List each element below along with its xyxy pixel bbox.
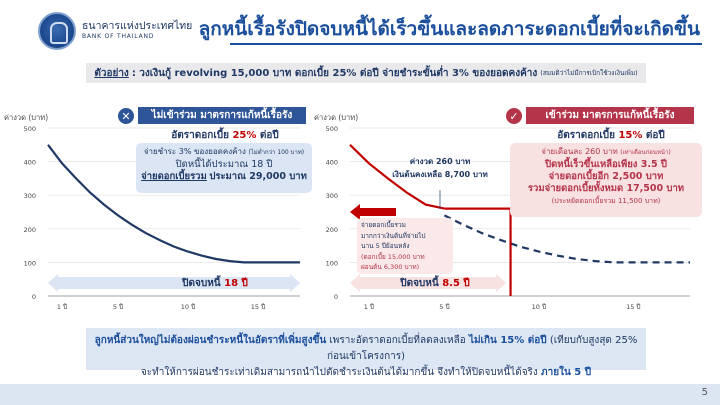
page-number: 5 bbox=[701, 387, 708, 398]
series-line-before bbox=[349, 144, 445, 210]
example-text: : วงเงินกู้ revolving 15,000 บาท ดอกเบี้… bbox=[131, 67, 538, 79]
y-tick-label: 300 bbox=[24, 192, 36, 200]
right-info-line3: จ่ายดอกเบี้ยอีก 2,500 บาท bbox=[548, 171, 664, 182]
left-info-line2: ปิดหนี้ได้ประมาณ 18 ปี bbox=[175, 159, 273, 170]
y-tick-label: 500 bbox=[24, 125, 36, 133]
right-annot-interest-3: นาน 5 ปีย้อนหลัง bbox=[361, 242, 410, 250]
left-rate-suffix: ต่อปี bbox=[259, 130, 279, 141]
x-tick-label: 15 ปี bbox=[251, 303, 265, 311]
series-line-left bbox=[47, 144, 300, 264]
summary-line-2: จะทำให้การผ่อนชำระเท่าเดิมสามารถนำไปตัดช… bbox=[86, 365, 646, 381]
right-close-text: ปิดจบหนี้ bbox=[400, 278, 439, 289]
summary-line2-a: จะทำให้การผ่อนชำระเท่าเดิมสามารถนำไปตัดช… bbox=[140, 367, 538, 378]
left-panel-header: ไม่เข้าร่วม มาตรการแก้หนี้เรื้อรัง bbox=[138, 107, 306, 124]
x-tick-label: 10 ปี bbox=[532, 303, 546, 311]
left-chart: ค่างวด (บาท) 0 100 200 300 400 500 1 ปี 5 ปี 10 ป… bbox=[4, 113, 300, 311]
right-info-box: จ่ายเดือนละ 260 บาท (เท่าเดือนก่อนหน้า) … bbox=[510, 143, 702, 217]
title-underline bbox=[230, 43, 702, 45]
interest-arrow bbox=[350, 204, 396, 220]
y-axis-label: ค่างวด (บาท) bbox=[314, 113, 358, 122]
y-tick-label: 500 bbox=[326, 125, 338, 133]
check-icon: ✓ bbox=[506, 108, 522, 124]
close-icon: ✕ bbox=[118, 108, 134, 124]
example-bar: ตัวอย่าง : วงเงินกู้ revolving 15,000 บา… bbox=[86, 63, 646, 83]
right-info-line1-note: (เท่าเดือนก่อนหน้า) bbox=[620, 149, 671, 156]
right-rate-line: อัตราดอกเบี้ย 15% ต่อปี bbox=[526, 128, 696, 143]
x-tick-label: 5 ปี bbox=[439, 303, 449, 311]
example-label: ตัวอย่าง bbox=[94, 67, 129, 79]
right-annot-interest: จ่ายดอกเบี้ยรวม มากกว่าเงินต้นที่จ่ายไป … bbox=[357, 218, 453, 274]
right-rate-suffix: ต่อปี bbox=[645, 130, 665, 141]
right-close-value: 8.5 ปี bbox=[442, 278, 470, 289]
right-info-line2: ปิดหนี้เร็วขึ้นเหลือเพียง 3.5 ปี bbox=[545, 159, 667, 170]
summary-line1-a: ลูกหนี้ส่วนใหญ่ไม่ต้องผ่อนชำระหนี้ในอัตร… bbox=[94, 335, 327, 346]
left-info-box: จ่ายชำระ 3% ของยอดคงค้าง (ไม่ต่ำกว่า 100… bbox=[136, 143, 312, 193]
example-note: (สมมติว่าไม่มีการเบิกใช้วงเงินเพิ่ม) bbox=[540, 69, 638, 77]
y-tick-label: 400 bbox=[326, 159, 338, 167]
summary-line1-d: (เทียบกับสูงสุด 25% ก่อนเข้าโครงการ) bbox=[326, 335, 638, 362]
left-rate-prefix: อัตราดอกเบี้ย bbox=[171, 130, 229, 141]
bottom-summary: ลูกหนี้ส่วนใหญ่ไม่ต้องผ่อนชำระหนี้ในอัตร… bbox=[86, 328, 646, 378]
right-info-line4: รวมจ่ายดอกเบี้ยทั้งหมด 17,500 บาท bbox=[527, 183, 685, 194]
x-tick-label: 10 ปี bbox=[181, 303, 195, 311]
right-panel-header: เข้าร่วม มาตรการแก้หนี้เรื้อรัง bbox=[526, 107, 694, 124]
y-tick-label: 100 bbox=[24, 259, 36, 267]
left-info-line3-prefix: จ่ายดอกเบี้ยรวม bbox=[141, 171, 207, 182]
right-annot-interest-1: จ่ายดอกเบี้ยรวม bbox=[361, 221, 406, 229]
y-tick-label: 100 bbox=[326, 259, 338, 267]
y-tick-label: 0 bbox=[32, 293, 36, 301]
left-rate-line: อัตราดอกเบี้ย 25% ต่อปี bbox=[140, 128, 310, 143]
summary-line1-c: ไม่เกิน 15% ต่อปี bbox=[468, 335, 547, 346]
x-tick-label: 15 ปี bbox=[626, 303, 640, 311]
y-tick-label: 200 bbox=[326, 226, 338, 234]
y-axis-label: ค่างวด (บาท) bbox=[4, 113, 48, 122]
right-info-line1: จ่ายเดือนละ 260 บาท bbox=[541, 147, 618, 156]
left-close-label: ปิดจบหนี้ 18 ปี bbox=[160, 276, 270, 291]
right-rate-prefix: อัตราดอกเบี้ย bbox=[557, 130, 615, 141]
y-tick-label: 200 bbox=[24, 226, 36, 234]
left-close-text: ปิดจบหนี้ bbox=[182, 278, 221, 289]
footer-bar bbox=[0, 384, 720, 405]
page-title: ลูกหนี้เรื้อรังปิดจบหนี้ได้เร็วขึ้นและลด… bbox=[198, 18, 700, 40]
right-annot-interest-4: (ดอกเบี้ย 15,000 บาท bbox=[361, 252, 425, 261]
bank-name-en: BANK OF THAILAND bbox=[82, 33, 155, 40]
series-line-baseline bbox=[443, 214, 690, 264]
right-rate-value: 15% bbox=[618, 130, 643, 141]
right-annot-installment: ค่างวด 260 บาท bbox=[409, 157, 471, 166]
left-rate-value: 25% bbox=[232, 130, 257, 141]
bank-name-th: ธนาคารแห่งประเทศไทย bbox=[82, 20, 193, 32]
summary-line1-b: เพราะอัตราดอกเบี้ยที่ลดลงเหลือ bbox=[329, 335, 466, 346]
period-arrow bbox=[48, 274, 300, 292]
summary-line-1: ลูกหนี้ส่วนใหญ่ไม่ต้องผ่อนชำระหนี้ในอัตร… bbox=[86, 333, 646, 365]
x-tick-label: 5 ปี bbox=[113, 303, 123, 311]
period-arrow bbox=[350, 274, 506, 292]
left-close-value: 18 ปี bbox=[224, 278, 248, 289]
left-info-line1-note: (ไม่ต่ำกว่า 100 บาท) bbox=[248, 149, 305, 156]
y-tick-label: 300 bbox=[326, 192, 338, 200]
x-tick-label: 1 ปี bbox=[364, 303, 374, 311]
summary-line2-b: ภายใน 5 ปี bbox=[541, 367, 592, 378]
y-tick-label: 0 bbox=[334, 293, 338, 301]
header: ธนาคารแห่งประเทศไทย BANK OF THAILAND ลูก… bbox=[0, 0, 720, 58]
left-info-line1: จ่ายชำระ 3% ของยอดคงค้าง bbox=[143, 147, 246, 156]
right-annot-interest-2: มากกว่าเงินต้นที่จ่ายไป bbox=[361, 231, 426, 240]
bank-logo-icon bbox=[38, 12, 76, 50]
x-tick-label: 1 ปี bbox=[57, 303, 67, 311]
right-annot-interest-5: ผ่อนต้น 6,300 บาท) bbox=[361, 263, 420, 271]
left-info-line3-value: ประมาณ 29,000 บาท bbox=[209, 171, 307, 182]
right-close-label: ปิดจบหนี้ 8.5 ปี bbox=[380, 276, 490, 291]
right-info-line5: (ประหยัดดอกเบี้ยรวม 11,500 บาท) bbox=[551, 197, 661, 205]
y-tick-label: 400 bbox=[24, 159, 36, 167]
right-annot-installment-block: ค่างวด 260 บาท เงินต้นคงเหลือ 8,700 บาท bbox=[385, 155, 495, 181]
right-annot-balance: เงินต้นคงเหลือ 8,700 บาท bbox=[392, 170, 488, 179]
